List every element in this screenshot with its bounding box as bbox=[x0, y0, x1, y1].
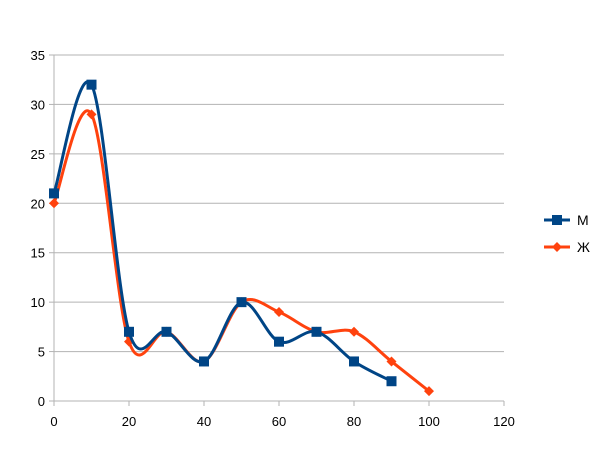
data-point bbox=[349, 356, 359, 367]
data-point bbox=[274, 307, 284, 318]
x-tick-label: 120 bbox=[493, 414, 515, 429]
data-point bbox=[311, 326, 322, 337]
data-point bbox=[349, 326, 359, 337]
legend-marker bbox=[552, 242, 562, 252]
series bbox=[49, 79, 434, 397]
grid-lines bbox=[54, 54, 504, 402]
legend-item: Ж bbox=[544, 239, 590, 255]
y-tick-label: 0 bbox=[38, 394, 45, 409]
y-tick-label: 20 bbox=[31, 196, 45, 211]
axes bbox=[49, 54, 505, 406]
y-tick-label: 5 bbox=[38, 345, 45, 360]
data-point bbox=[199, 356, 209, 367]
series-0 bbox=[49, 79, 397, 387]
data-point bbox=[49, 188, 59, 199]
data-point bbox=[124, 326, 134, 337]
legend: МЖ bbox=[544, 212, 590, 255]
legend-item: М bbox=[544, 212, 589, 228]
legend-marker bbox=[552, 215, 562, 225]
data-point bbox=[161, 326, 172, 337]
data-point bbox=[86, 109, 97, 120]
legend-label: М bbox=[577, 212, 589, 228]
x-tick-label: 0 bbox=[50, 414, 57, 429]
series-line bbox=[52, 109, 431, 393]
y-tick-label: 15 bbox=[31, 246, 45, 261]
x-tick-label: 60 bbox=[272, 414, 286, 429]
data-point bbox=[386, 356, 397, 367]
data-point bbox=[86, 79, 97, 90]
x-tick-label: 80 bbox=[347, 414, 361, 429]
data-point bbox=[386, 376, 397, 387]
y-tick-label: 35 bbox=[31, 48, 45, 63]
tick-labels: 0 5 10 15 20 25 30 35 0 20 40 60 80 100 120 bbox=[31, 48, 515, 429]
y-tick-label: 25 bbox=[31, 147, 45, 162]
data-point bbox=[424, 386, 434, 397]
legend-label: Ж bbox=[577, 239, 590, 255]
x-tick-label: 20 bbox=[122, 414, 136, 429]
data-point bbox=[49, 198, 59, 209]
x-tick-label: 40 bbox=[197, 414, 211, 429]
data-point bbox=[236, 297, 247, 308]
x-tick-label: 100 bbox=[418, 414, 440, 429]
y-tick-label: 30 bbox=[31, 97, 45, 112]
y-tick-label: 10 bbox=[31, 295, 45, 310]
data-point bbox=[274, 336, 284, 347]
